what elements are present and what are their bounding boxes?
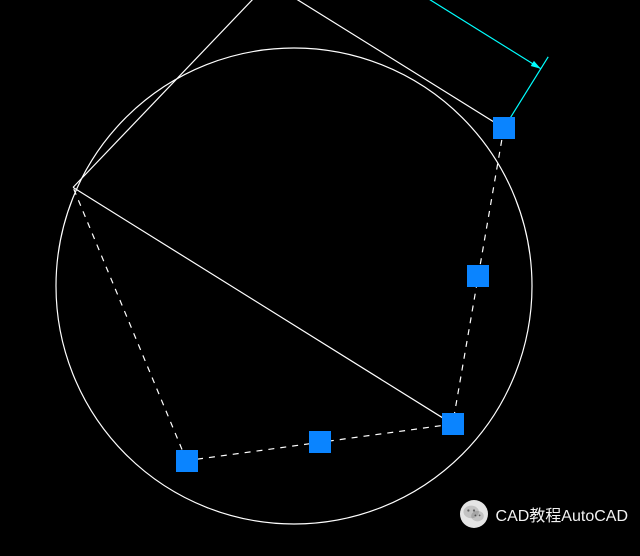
cad-canvas[interactable]: 107.86 CAD教程AutoCAD — [0, 0, 640, 556]
watermark-text: CAD教程AutoCAD — [496, 502, 628, 526]
drawing-svg — [0, 0, 640, 556]
selection-grip[interactable] — [467, 265, 489, 287]
selection-grip[interactable] — [309, 431, 331, 453]
watermark: CAD教程AutoCAD — [460, 500, 628, 528]
selection-grip[interactable] — [442, 413, 464, 435]
selection-grip[interactable] — [493, 117, 515, 139]
wechat-icon — [460, 500, 488, 528]
selection-grip[interactable] — [176, 450, 198, 472]
